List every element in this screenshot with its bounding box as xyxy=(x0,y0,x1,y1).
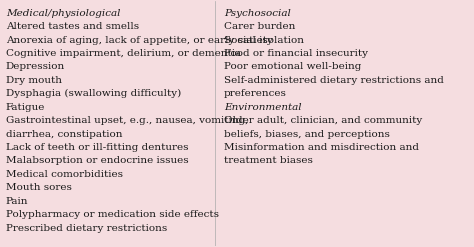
Text: Environmental: Environmental xyxy=(224,103,301,112)
Text: treatment biases: treatment biases xyxy=(224,156,313,165)
Text: Pain: Pain xyxy=(6,197,28,206)
Text: Older adult, clinician, and community: Older adult, clinician, and community xyxy=(224,116,422,125)
Text: preferences: preferences xyxy=(224,89,287,98)
Text: Dysphagia (swallowing difficulty): Dysphagia (swallowing difficulty) xyxy=(6,89,181,99)
Text: diarrhea, constipation: diarrhea, constipation xyxy=(6,130,122,139)
Text: Carer burden: Carer burden xyxy=(224,22,295,31)
Text: Altered tastes and smells: Altered tastes and smells xyxy=(6,22,139,31)
Text: Lack of teeth or ill-fitting dentures: Lack of teeth or ill-fitting dentures xyxy=(6,143,188,152)
Text: Malabsorption or endocrine issues: Malabsorption or endocrine issues xyxy=(6,156,188,165)
Text: beliefs, biases, and perceptions: beliefs, biases, and perceptions xyxy=(224,130,390,139)
Text: Psychosocial: Psychosocial xyxy=(224,9,291,18)
Text: Misinformation and misdirection and: Misinformation and misdirection and xyxy=(224,143,419,152)
Text: Polypharmacy or medication side effects: Polypharmacy or medication side effects xyxy=(6,210,219,219)
Text: Gastrointestinal upset, e.g., nausea, vomiting,: Gastrointestinal upset, e.g., nausea, vo… xyxy=(6,116,248,125)
Text: Social isolation: Social isolation xyxy=(224,36,304,44)
Text: Poor emotional well-being: Poor emotional well-being xyxy=(224,62,361,71)
Text: Anorexia of aging, lack of appetite, or early satiety: Anorexia of aging, lack of appetite, or … xyxy=(6,36,273,44)
Text: Dry mouth: Dry mouth xyxy=(6,76,62,85)
Text: Fatigue: Fatigue xyxy=(6,103,45,112)
Text: Prescribed dietary restrictions: Prescribed dietary restrictions xyxy=(6,224,167,233)
Text: Self-administered dietary restrictions and: Self-administered dietary restrictions a… xyxy=(224,76,444,85)
Text: Cognitive impairment, delirium, or dementia: Cognitive impairment, delirium, or demen… xyxy=(6,49,241,58)
Text: Medical comorbidities: Medical comorbidities xyxy=(6,170,123,179)
Text: Medical/physiological: Medical/physiological xyxy=(6,9,120,18)
Text: Food or financial insecurity: Food or financial insecurity xyxy=(224,49,368,58)
Text: Depression: Depression xyxy=(6,62,65,71)
Text: Mouth sores: Mouth sores xyxy=(6,183,72,192)
